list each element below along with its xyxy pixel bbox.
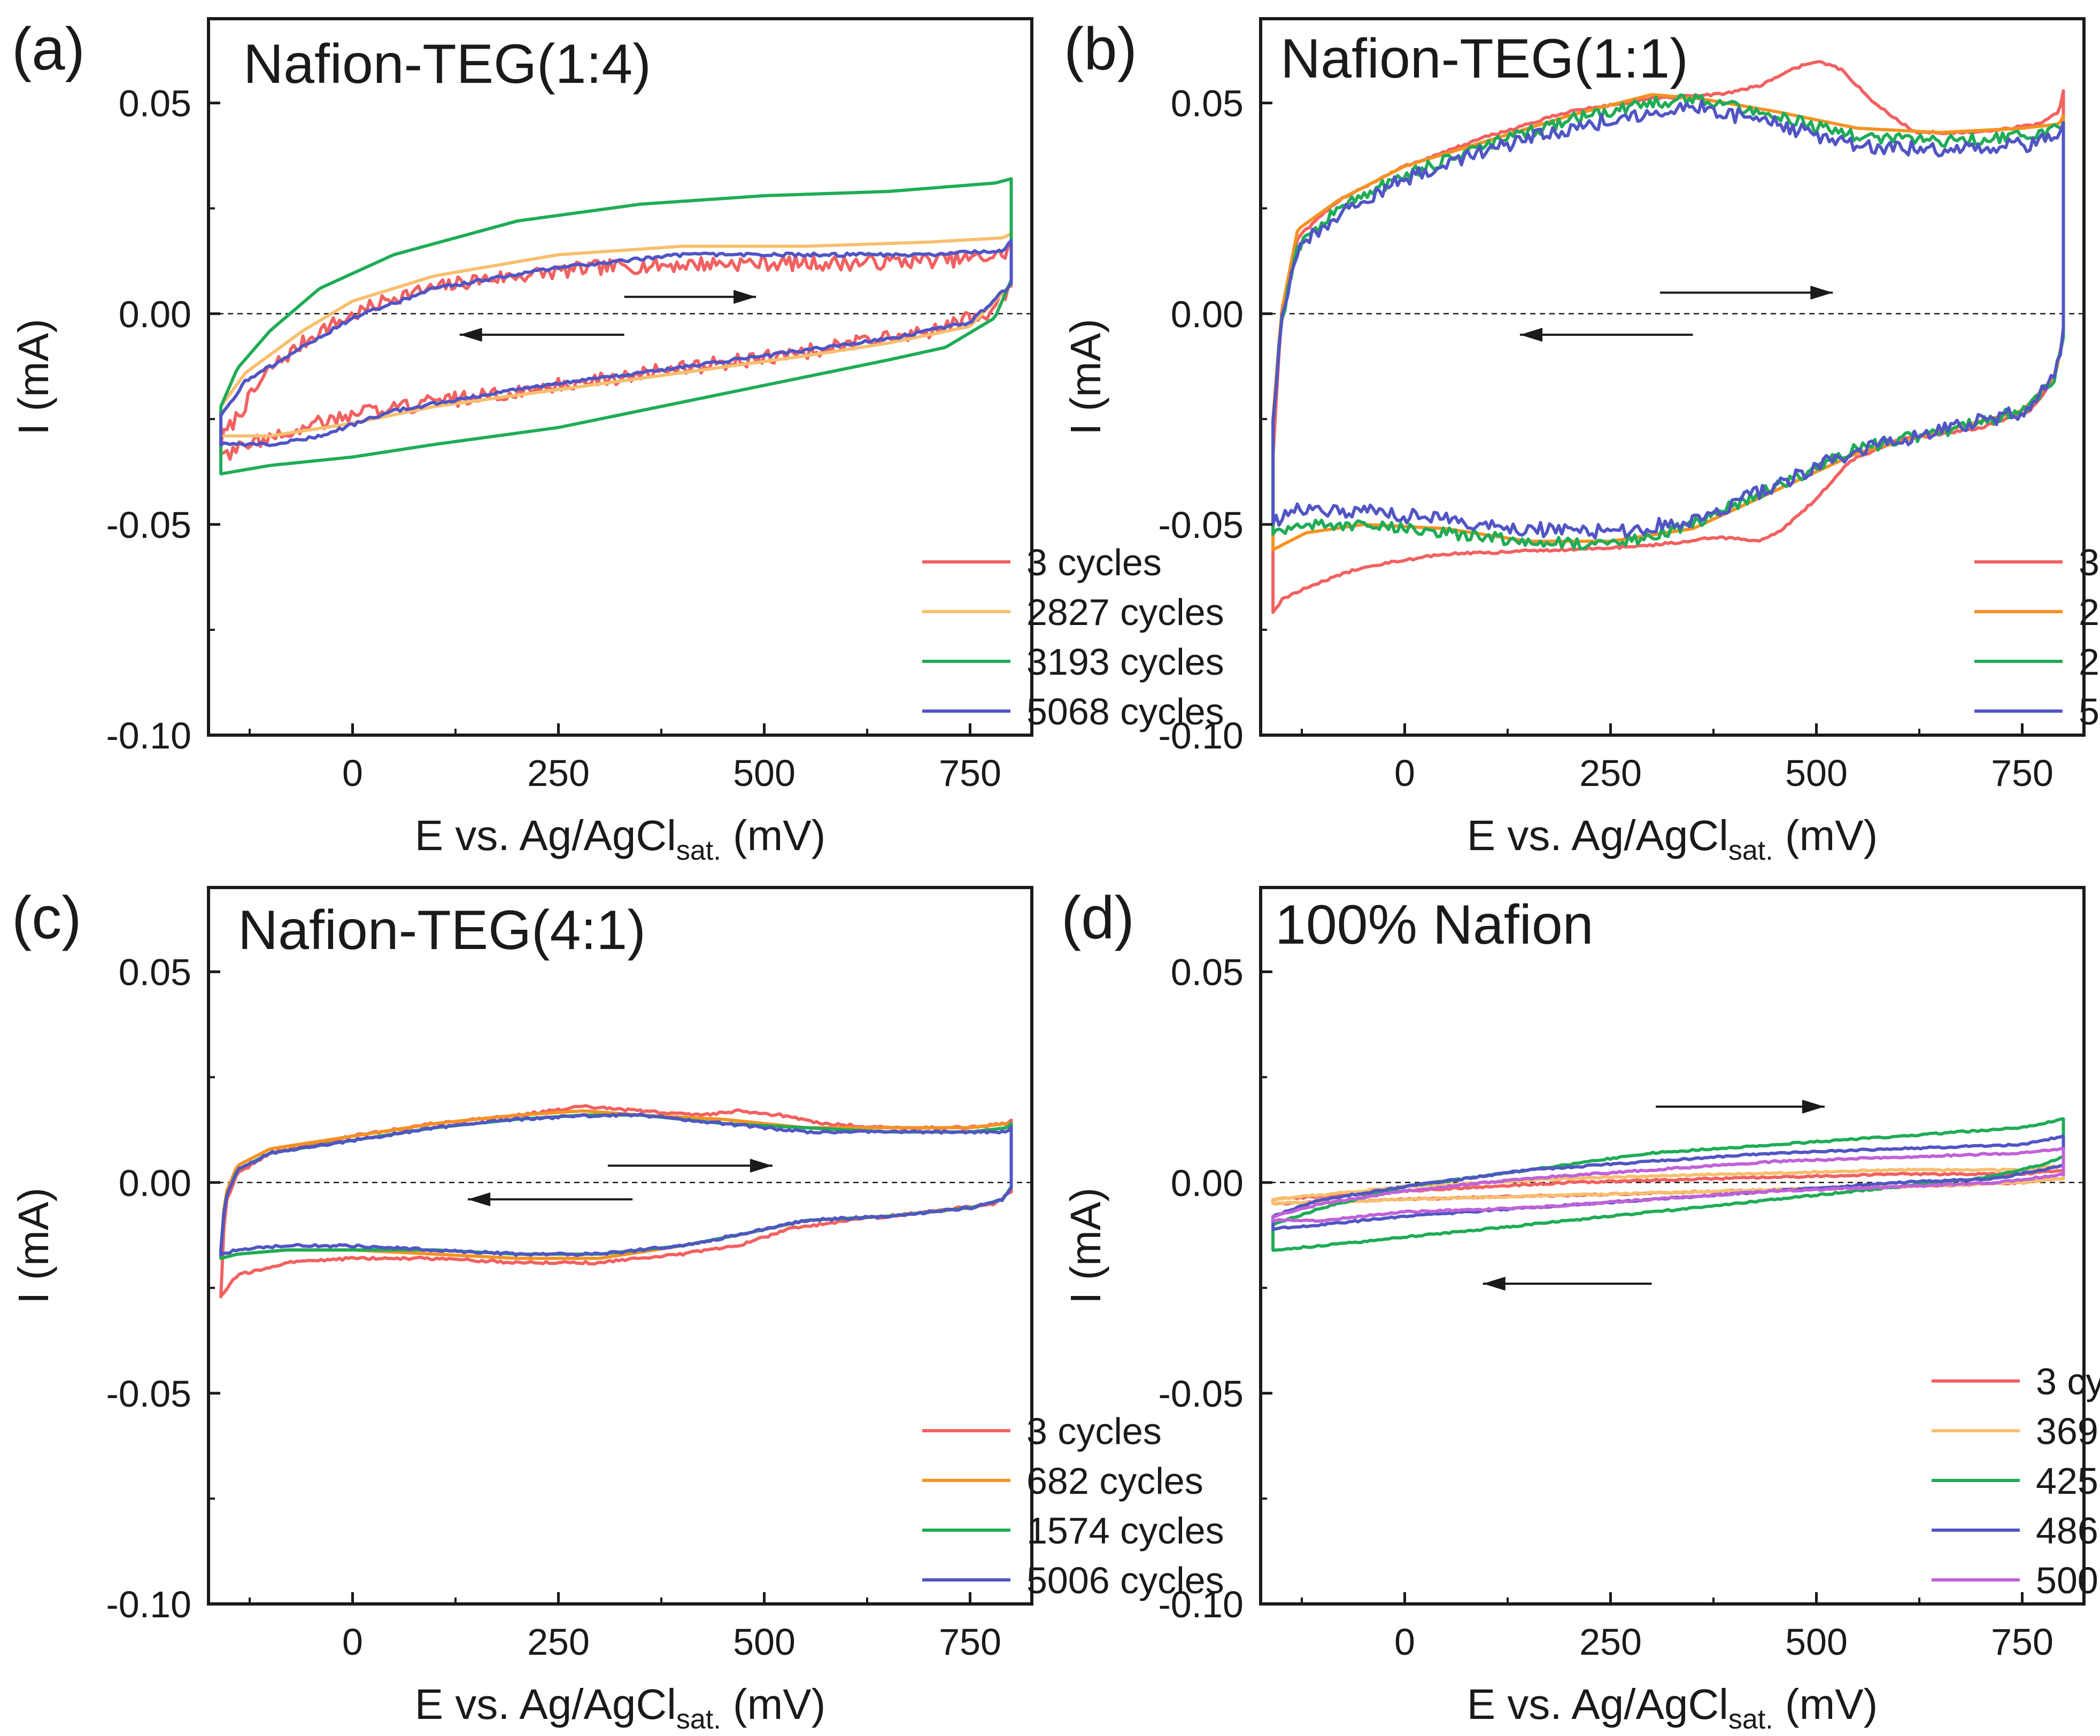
panel-c-ytick-label: 0.00 (119, 1162, 191, 1204)
panel-c-series-4 (219, 1112, 1013, 1257)
panel-b-arrow-right-head (1810, 286, 1833, 300)
panel-d-x-axis-label: E vs. Ag/AgClsat. (mV) (1467, 1680, 1878, 1735)
panel-c-ytick-label: -0.10 (106, 1584, 191, 1625)
panel-a: (a) Nafion-TEG(1:4) 0 250 500 750 0.05 0.00 -0… (10, 16, 1224, 866)
panel-d-xtick-label: 750 (1991, 1621, 2053, 1663)
panel-b-ytick-label: -0.05 (1158, 504, 1244, 546)
panel-a-xtick-label: 750 (939, 752, 1001, 794)
panel-b-xtick-label: 250 (1579, 752, 1642, 794)
panel-c-xtick-label: 0 (342, 1621, 363, 1663)
panel-b-label: (b) (1064, 16, 1137, 82)
panel-b-series-3 (1271, 93, 2065, 551)
panel-b-legend: 3 cycles 246 cycles 2077 cycles 5006 cycles (1974, 542, 2100, 732)
panel-d-series-5 (1271, 1147, 2065, 1223)
panel-c-arrow-right-head (750, 1159, 773, 1173)
panel-c-legend-label-4: 5006 cycles (1026, 1560, 1224, 1601)
panel-b-legend-label-2: 246 cycles (2079, 591, 2100, 633)
panel-c-curves (219, 1104, 1013, 1299)
panel-d-legend-label-2: 3691 cycles (2036, 1410, 2100, 1452)
panel-a-ytick-label: 0.00 (119, 294, 191, 335)
panel-d-arrow-right-head (1802, 1099, 1825, 1114)
panel-c-legend: 3 cycles 682 cycles 1574 cycles 5006 cycles (922, 1410, 1224, 1601)
panel-a-legend-label-2: 2827 cycles (1026, 591, 1224, 633)
panel-d: (d) 100% Nafion 0 250 500 750 0.05 0.00 -0.05 -… (1061, 884, 2100, 1735)
panel-b-ytick-label: 0.05 (1171, 83, 1244, 125)
panel-d-ytick-label: -0.10 (1158, 1584, 1244, 1625)
panel-d-legend-label-3: 4252 cycles (2036, 1460, 2100, 1502)
panel-b-frame (1259, 17, 2086, 737)
panel-c-y-axis-label: I (mA) (10, 1187, 57, 1304)
panel-b-legend-label-3: 2077 cycles (2079, 641, 2100, 683)
panel-b-series-4 (1271, 99, 2065, 540)
panel-d-arrow-left-head (1483, 1276, 1505, 1291)
panel-b-ytick-label: 0.00 (1171, 294, 1244, 335)
panel-d-xtick-label: 250 (1579, 1621, 1642, 1663)
panel-b-legend-label-1: 3 cycles (2079, 542, 2100, 583)
panel-a-arrow-left-head (459, 328, 482, 342)
panel-d-label: (d) (1061, 884, 1134, 951)
panel-a-label: (a) (12, 16, 85, 82)
panel-d-ytick-label: -0.05 (1158, 1373, 1244, 1415)
panel-b-ytick-label: -0.10 (1158, 715, 1244, 757)
panel-a-arrow-right-head (734, 290, 756, 304)
panel-c-legend-label-1: 3 cycles (1026, 1410, 1162, 1452)
panel-a-series-4 (219, 238, 1013, 447)
panel-d-title: 100% Nafion (1275, 894, 1594, 956)
panel-d-legend-label-5: 5009 cycles (2036, 1560, 2100, 1601)
panel-a-title: Nafion-TEG(1:4) (243, 33, 651, 95)
panel-a-ytick-label: -0.10 (106, 715, 191, 757)
panel-b-xtick-label: 500 (1785, 752, 1848, 794)
panel-b-curves (1271, 60, 2065, 614)
panel-a-curves (219, 177, 1013, 476)
panel-a-x-axis-label: E vs. Ag/AgClsat. (mV) (415, 812, 825, 866)
panel-c-xtick-label: 500 (733, 1621, 796, 1663)
panel-b-xtick-label: 750 (1991, 752, 2053, 794)
panel-d-xtick-label: 500 (1785, 1621, 1848, 1663)
panel-a-legend: 3 cycles 2827 cycles 3193 cycles 5068 cycle… (922, 542, 1224, 732)
panel-d-legend-label-4: 4861 cycles (2036, 1510, 2100, 1552)
panel-b-arrow-left-head (1520, 328, 1543, 342)
panel-a-y-axis-label: I (mA) (10, 319, 57, 435)
panel-c-x-axis-label: E vs. Ag/AgClsat. (mV) (415, 1680, 825, 1735)
panel-d-curves (1271, 1117, 2065, 1252)
panel-b-x-axis-label: E vs. Ag/AgClsat. (mV) (1467, 812, 1878, 866)
panel-c-label: (c) (12, 884, 82, 951)
panel-a-ytick-label: -0.05 (106, 504, 191, 546)
panel-d-ytick-label: 0.05 (1171, 952, 1244, 993)
panel-b-title: Nafion-TEG(1:1) (1280, 28, 1688, 90)
panel-d-legend: 3 cycles 3691 cycles 4252 cycles 4861 cycle… (1932, 1361, 2100, 1601)
panel-a-legend-label-4: 5068 cycles (1026, 691, 1224, 732)
panel-a-xtick-label: 250 (527, 752, 590, 794)
panel-d-ytick-label: 0.00 (1171, 1162, 1244, 1204)
panel-b-series-2 (1271, 93, 2065, 552)
panel-c-arrow-left-head (468, 1192, 491, 1207)
panel-a-legend-label-1: 3 cycles (1026, 542, 1162, 583)
panel-d-frame (1259, 886, 2086, 1606)
panel-a-legend-label-3: 3193 cycles (1026, 641, 1224, 683)
panel-d-legend-label-1: 3 cycles (2036, 1361, 2100, 1402)
panel-c-frame (207, 886, 1033, 1606)
panel-b-y-axis-label: I (mA) (1062, 319, 1109, 435)
panel-c-xtick-label: 250 (527, 1621, 590, 1663)
panel-c-legend-label-3: 1574 cycles (1026, 1510, 1224, 1552)
panel-c-xtick-label: 750 (939, 1621, 1001, 1663)
panel-c: (c) Nafion-TEG(4:1) 0 250 500 750 0.05 0.00 -0… (10, 884, 1224, 1735)
panel-c-ytick-label: -0.05 (106, 1373, 191, 1415)
panel-c-ytick-label: 0.05 (119, 952, 191, 993)
panel-a-xtick-label: 0 (342, 752, 363, 794)
panel-b: (b) Nafion-TEG(1:1) 0 250 500 750 0.05 0.00 -0… (1062, 16, 2100, 866)
panel-a-ytick-label: 0.05 (119, 83, 191, 125)
panel-d-series-2 (1271, 1163, 2065, 1206)
panel-c-legend-label-2: 682 cycles (1026, 1460, 1203, 1502)
panel-a-xtick-label: 500 (733, 752, 796, 794)
panel-d-y-axis-label: I (mA) (1062, 1187, 1109, 1304)
panel-b-xtick-label: 0 (1394, 752, 1415, 794)
panel-a-frame (207, 17, 1033, 737)
panel-d-xtick-label: 0 (1394, 1621, 1415, 1663)
panel-b-legend-label-4: 5006 cycles (2079, 691, 2100, 732)
panel-c-series-1 (219, 1104, 1013, 1299)
panel-c-title: Nafion-TEG(4:1) (238, 899, 646, 961)
